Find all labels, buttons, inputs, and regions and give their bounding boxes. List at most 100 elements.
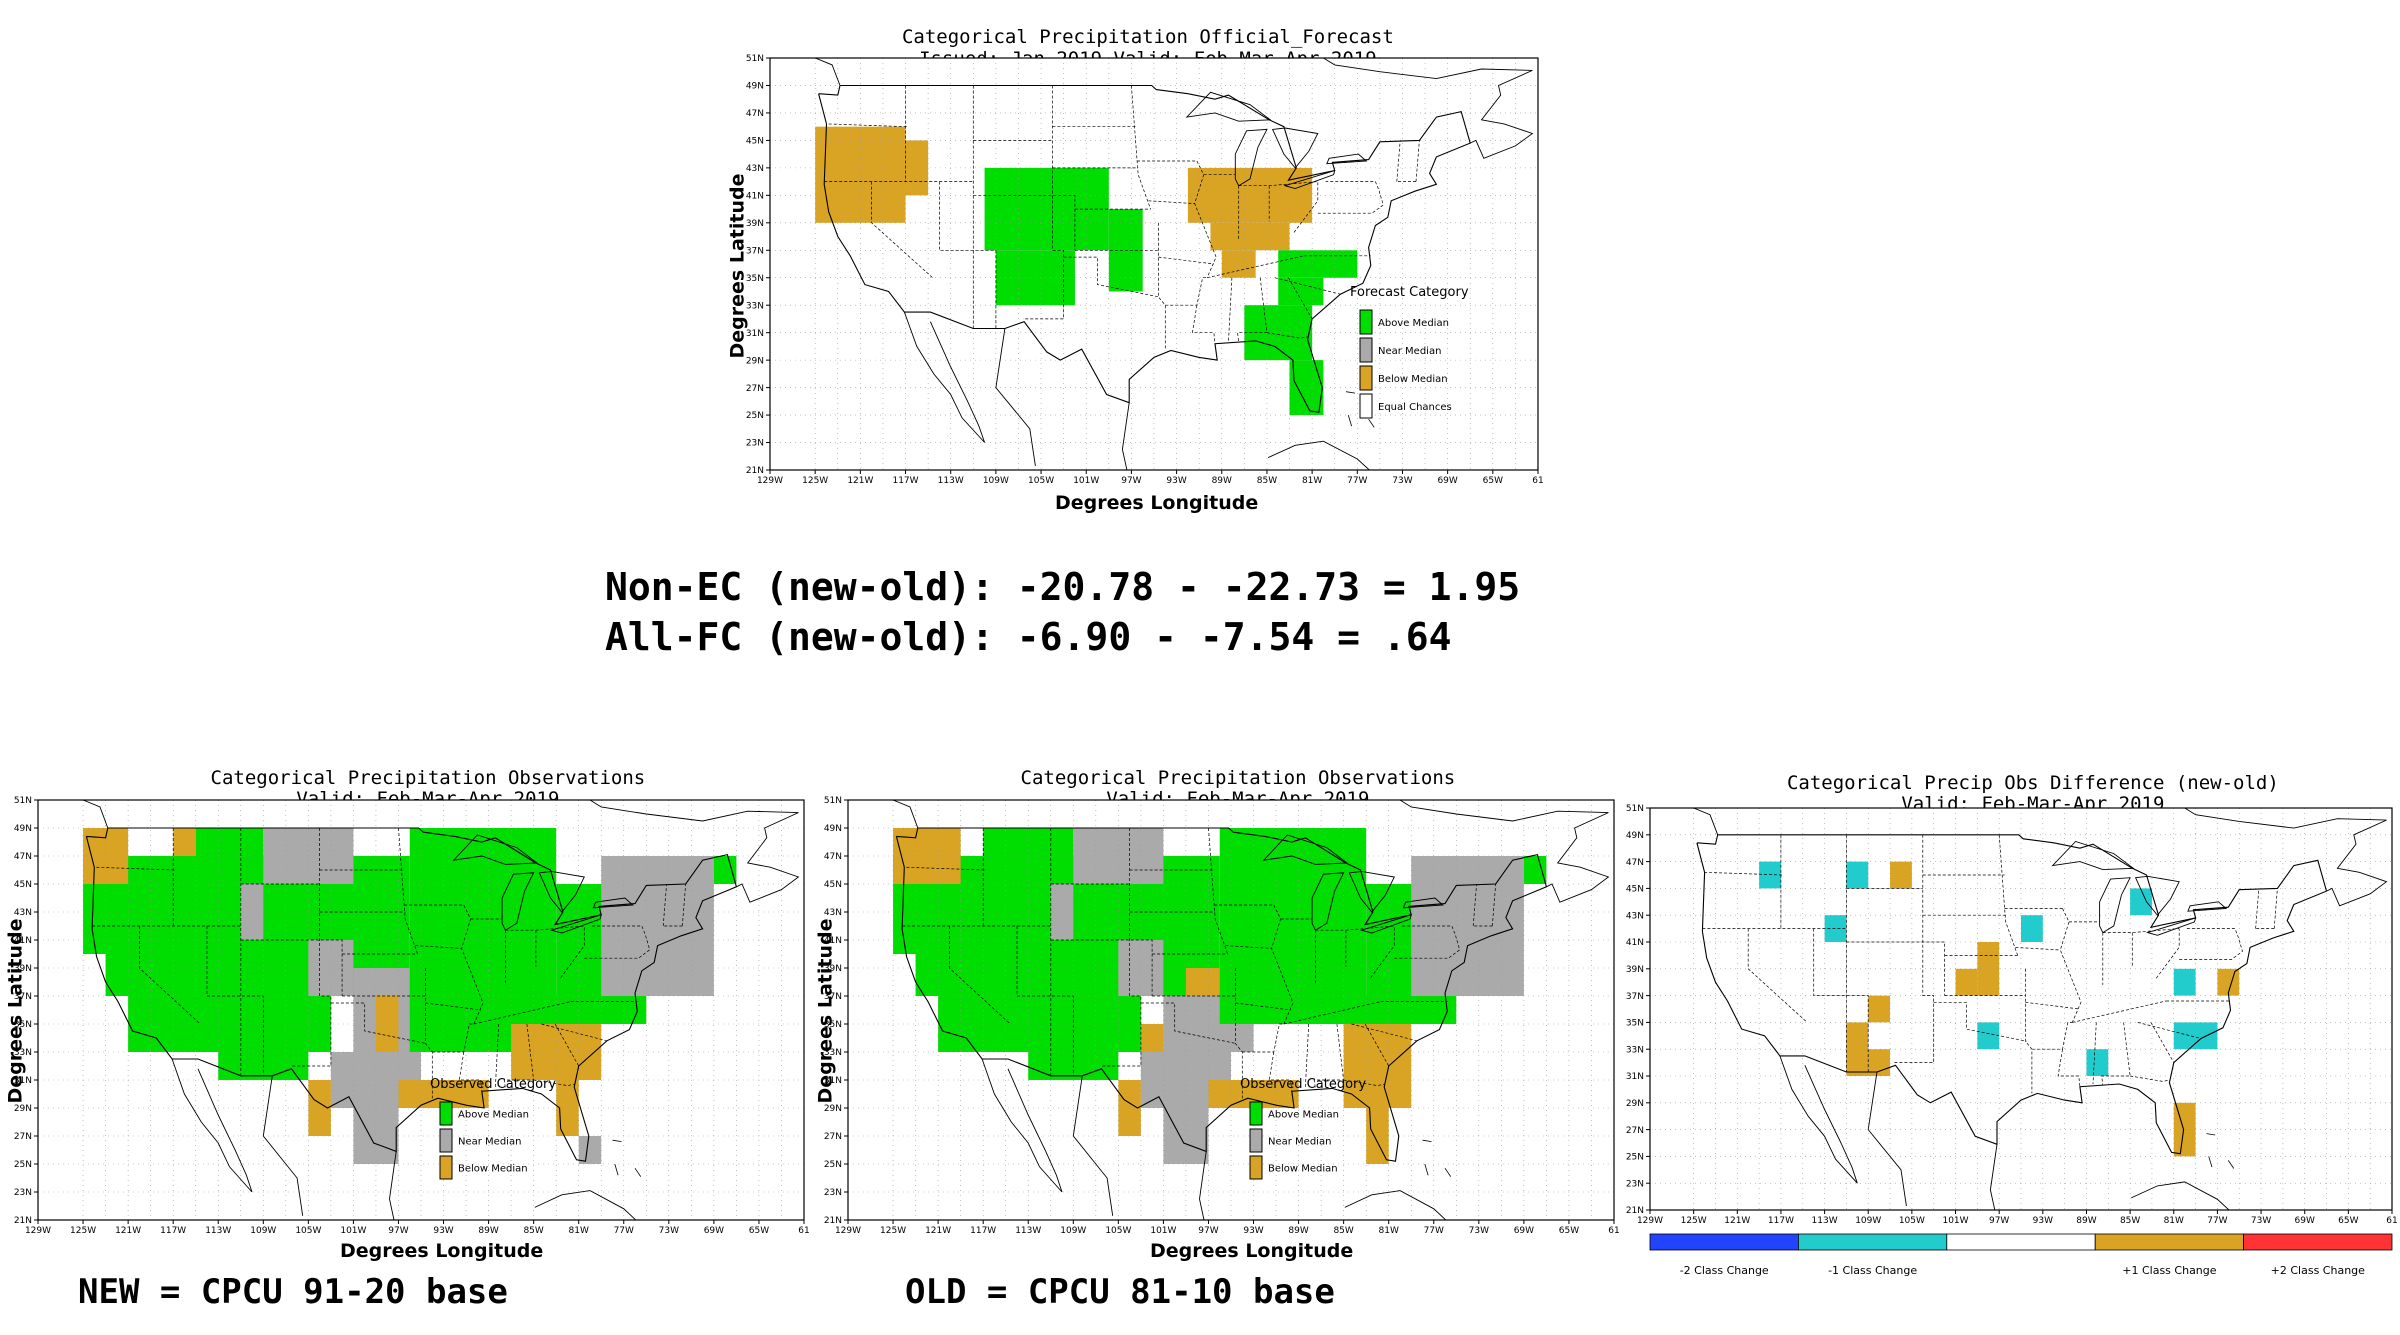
category-cell-minus1: [2173, 1022, 2218, 1050]
state-border: [2092, 1022, 2097, 1085]
y-tick-label: 47N: [746, 109, 764, 119]
category-cell-below: [511, 1024, 602, 1080]
x-tick-label: 97W: [1121, 476, 1141, 486]
x-tick-label: 125W: [70, 1226, 96, 1236]
colorbar-label: -1 Class Change: [1828, 1264, 1917, 1277]
y-tick-label: 23N: [1626, 1179, 1644, 1189]
category-cell-minus1: [1977, 1022, 2000, 1050]
category-cell-minus1: [1759, 861, 1781, 889]
legend-label: Near Median: [458, 1137, 521, 1148]
state-border: [2031, 1022, 2073, 1050]
y-tick-label: 37N: [824, 992, 842, 1002]
state-border: [681, 883, 687, 927]
category-cell-plus1: [1955, 968, 1978, 996]
chart-title: Categorical Precipitation Observations: [210, 767, 646, 789]
state-border: [1998, 834, 2019, 956]
legend-swatch-ec: [1359, 393, 1373, 419]
y-tick-label: 43N: [746, 164, 764, 174]
state-border: [2255, 888, 2260, 929]
state-border: [1131, 85, 1151, 210]
map-layer: [848, 800, 1614, 1220]
x-tick-label: 65W: [2338, 1216, 2358, 1226]
legend-label: Below Median: [458, 1164, 528, 1175]
y-tick-label: 25N: [1626, 1153, 1644, 1163]
category-cell-near: [308, 940, 354, 996]
state-border: [1370, 926, 1395, 979]
category-cell-above: [195, 828, 264, 856]
state-border: [1396, 140, 1401, 182]
mexico-coast: [981, 1058, 1063, 1193]
x-tick-label: 129W: [835, 1226, 861, 1236]
x-axis-label: Degrees Longitude: [340, 1240, 544, 1262]
plot-frame: [1649, 807, 2393, 1211]
x-tick-label: 61: [1608, 1226, 1619, 1236]
x-tick-label: 69W: [1437, 476, 1457, 486]
y-tick-label: 51N: [824, 796, 842, 806]
x-tick-label: 105W: [1899, 1216, 1925, 1226]
x-tick-label: 85W: [2120, 1216, 2140, 1226]
y-tick-label: 35N: [824, 1020, 842, 1030]
x-tick-label: 117W: [1768, 1216, 1794, 1226]
colorbar-label: -2 Class Change: [1680, 1264, 1769, 1277]
chart-title: Categorical Precipitation Observations: [1020, 767, 1456, 789]
state-border: [2059, 908, 2082, 1023]
category-cell-minus1: [2130, 888, 2152, 916]
great-lake: [1348, 870, 1395, 913]
state-border: [1228, 277, 1233, 341]
state-border: [1491, 883, 1497, 927]
great-lake: [1262, 834, 1349, 865]
state-border: [533, 1079, 575, 1086]
plot-frame: [769, 57, 1539, 471]
state-border: [330, 1002, 427, 1044]
category-cell-minus1: [2021, 915, 2043, 942]
x-tick-label: 129W: [757, 476, 783, 486]
x-tick-label: 81W: [569, 1226, 589, 1236]
y-tick-label: 41N: [1626, 938, 1644, 948]
x-tick-label: 89W: [2076, 1216, 2096, 1226]
x-tick-label: 61: [1532, 476, 1543, 486]
category-cell-below: [173, 828, 196, 856]
state-border: [949, 926, 1011, 1025]
x-tick-label: 65W: [749, 1226, 769, 1236]
x-tick-label: 89W: [1212, 476, 1232, 486]
x-tick-label: 129W: [1637, 1216, 1663, 1226]
category-cell-near: [1050, 884, 1074, 940]
x-tick-label: 101W: [1150, 1226, 1176, 1236]
category-cell-below: [905, 140, 929, 196]
state-border: [504, 1023, 534, 1090]
difference-map: 129W 125W 121W 117W 113W 109W 105W 101W 97W 93W 89…: [1626, 804, 2398, 1277]
state-border: [1207, 255, 1305, 279]
state-border: [584, 925, 651, 959]
state-border: [2025, 1001, 2079, 1010]
obs-new-panel: Categorical Precipitation Observations V…: [0, 740, 810, 1280]
category-cell-above: [128, 996, 331, 1052]
state-border: [2057, 1049, 2081, 1087]
x-tick-label: 97W: [388, 1226, 408, 1236]
y-axis-label: Degrees Latitude: [4, 918, 27, 1104]
state-border: [1415, 140, 1420, 182]
x-tick-label: 113W: [938, 476, 964, 486]
y-tick-label: 41N: [824, 936, 842, 946]
y-tick-label: 25N: [746, 411, 764, 421]
x-tick-label: 109W: [1060, 1226, 1086, 1236]
state-border: [1394, 925, 1461, 959]
y-tick-label: 27N: [14, 1132, 32, 1142]
x-tick-label: 105W: [295, 1226, 321, 1236]
plot-frame: [37, 799, 805, 1221]
x-tick-label: 93W: [1243, 1226, 1263, 1236]
map-layer: [770, 58, 1538, 470]
category-cell-plus1: [1890, 861, 1912, 889]
category-cell-below: [1343, 1024, 1412, 1108]
y-tick-label: 31N: [824, 1076, 842, 1086]
y-tick-label: 21N: [1626, 1206, 1644, 1216]
y-tick-label: 21N: [746, 466, 764, 476]
state-border: [871, 181, 933, 278]
state-border: [1235, 1002, 1291, 1011]
state-border: [458, 1051, 483, 1092]
great-lake: [501, 872, 535, 931]
x-tick-label: 105W: [1028, 476, 1054, 486]
us-outline: [818, 84, 1471, 413]
x-tick-label: 73W: [1392, 476, 1412, 486]
state-border: [240, 939, 343, 996]
legend-label: Near Median: [1268, 1137, 1331, 1148]
